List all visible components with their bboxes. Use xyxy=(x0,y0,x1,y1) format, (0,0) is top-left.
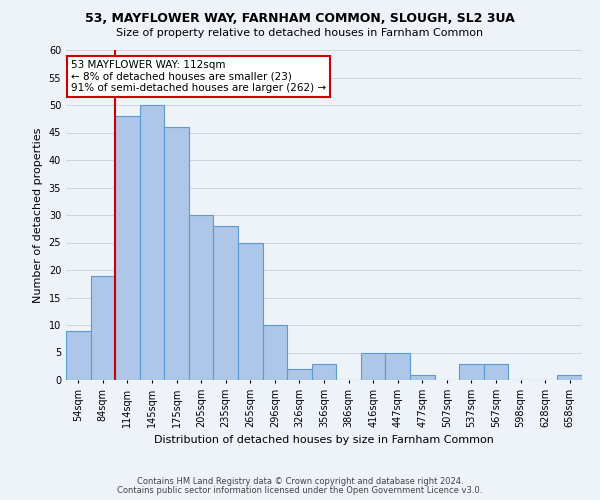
Bar xyxy=(459,364,484,380)
Bar xyxy=(410,374,434,380)
Bar xyxy=(263,325,287,380)
Text: Contains HM Land Registry data © Crown copyright and database right 2024.: Contains HM Land Registry data © Crown c… xyxy=(137,477,463,486)
Text: 53 MAYFLOWER WAY: 112sqm
← 8% of detached houses are smaller (23)
91% of semi-de: 53 MAYFLOWER WAY: 112sqm ← 8% of detache… xyxy=(71,60,326,93)
Bar xyxy=(214,226,238,380)
Y-axis label: Number of detached properties: Number of detached properties xyxy=(33,128,43,302)
Bar xyxy=(361,352,385,380)
Bar xyxy=(189,215,214,380)
Bar xyxy=(91,276,115,380)
Text: 53, MAYFLOWER WAY, FARNHAM COMMON, SLOUGH, SL2 3UA: 53, MAYFLOWER WAY, FARNHAM COMMON, SLOUG… xyxy=(85,12,515,26)
Bar xyxy=(140,105,164,380)
Text: Size of property relative to detached houses in Farnham Common: Size of property relative to detached ho… xyxy=(116,28,484,38)
Bar xyxy=(164,127,189,380)
Bar xyxy=(238,242,263,380)
Bar xyxy=(287,369,312,380)
Bar xyxy=(557,374,582,380)
Bar xyxy=(115,116,140,380)
Bar xyxy=(484,364,508,380)
X-axis label: Distribution of detached houses by size in Farnham Common: Distribution of detached houses by size … xyxy=(154,436,494,446)
Bar xyxy=(385,352,410,380)
Text: Contains public sector information licensed under the Open Government Licence v3: Contains public sector information licen… xyxy=(118,486,482,495)
Bar xyxy=(66,330,91,380)
Bar xyxy=(312,364,336,380)
